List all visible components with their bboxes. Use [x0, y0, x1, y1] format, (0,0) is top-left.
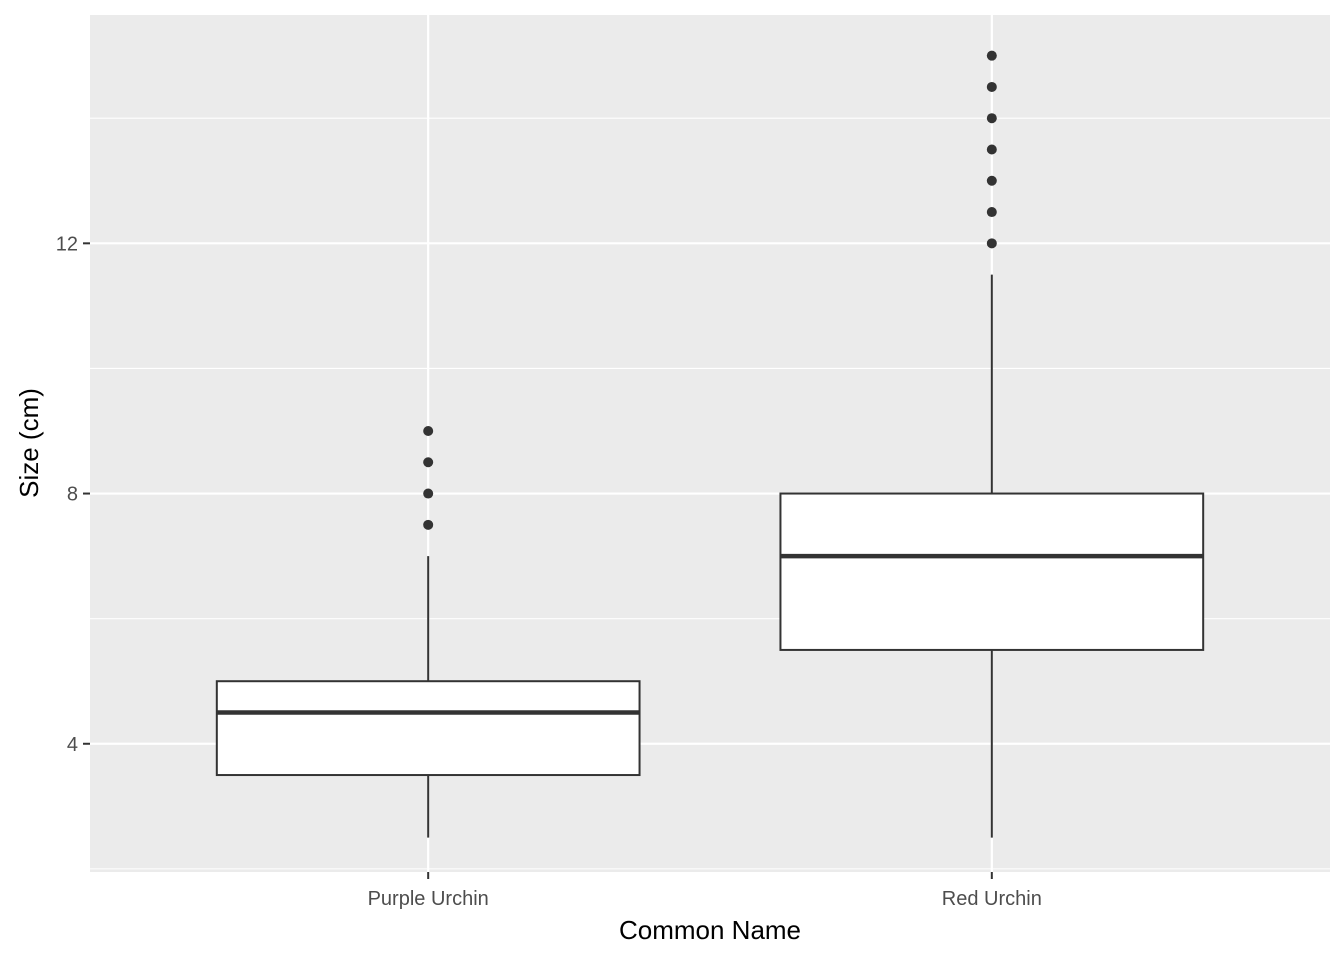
outlier-point [986, 144, 997, 155]
y-axis: 4 8 12 [56, 233, 90, 756]
outlier-point [986, 50, 997, 61]
outlier-point [986, 175, 997, 186]
x-axis: Purple Urchin Red Urchin [368, 872, 1042, 910]
y-tick-label: 12 [56, 233, 78, 255]
outlier-point [986, 207, 997, 218]
box-iqr [779, 492, 1205, 651]
y-tick-label: 8 [67, 484, 78, 506]
minor-gridlines [90, 117, 1330, 870]
outlier-point [423, 457, 434, 468]
x-axis-title: Common Name [619, 915, 801, 945]
x-tick-label: Purple Urchin [368, 888, 489, 910]
outlier-point [986, 113, 997, 124]
outlier-point [423, 425, 434, 436]
boxes [215, 50, 1205, 838]
outlier-point [423, 488, 434, 499]
y-tick-label: 4 [67, 734, 78, 756]
y-axis-title: Size (cm) [14, 388, 44, 498]
outlier-point [986, 238, 997, 249]
outlier-point [423, 519, 434, 530]
x-tick-label: Red Urchin [942, 888, 1042, 910]
box-group [779, 50, 1205, 838]
box-group [215, 425, 641, 838]
outlier-point [986, 81, 997, 92]
box-iqr [215, 680, 641, 777]
